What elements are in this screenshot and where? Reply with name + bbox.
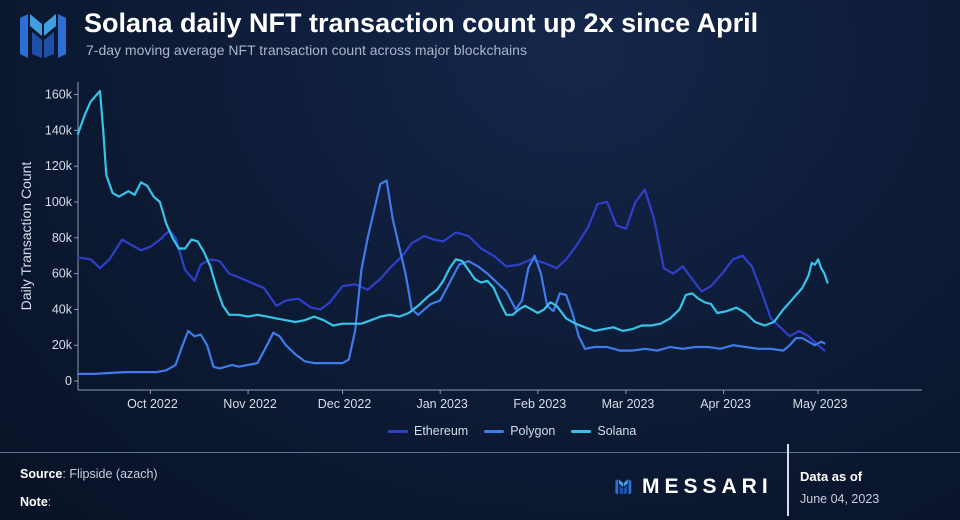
source-line: Source: Flipside (azach) <box>20 467 158 481</box>
line-chart: 0 20k 40k 60k 80k 100k 120k 140k 160k Oct 2022 Nov… <box>18 82 922 411</box>
footer-divider <box>0 452 960 453</box>
messari-brand: MESSARI <box>612 475 773 499</box>
legend-label-ethereum: Ethereum <box>414 424 469 438</box>
x-tick-label: Apr 2023 <box>700 397 751 411</box>
data-as-of-label: Data as of <box>800 469 863 484</box>
note-colon: : <box>47 495 52 509</box>
source-colon: : <box>62 467 66 481</box>
messari-brand-icon <box>615 479 632 495</box>
legend-swatch-polygon <box>484 429 505 433</box>
legend-item-ethereum[interactable]: Ethereum <box>388 424 468 438</box>
series-line-ethereum <box>76 188 826 352</box>
note-line: Note: <box>20 495 51 509</box>
y-tick-label: 160k <box>45 88 73 102</box>
y-tick-label: 20k <box>52 338 73 352</box>
x-tick-label: Mar 2023 <box>602 397 655 411</box>
y-tick-label: 140k <box>45 123 73 137</box>
series-line-polygon <box>76 179 826 375</box>
y-tick-label: 60k <box>52 267 73 281</box>
series-line-solana <box>76 89 829 332</box>
y-tick-label: 0 <box>65 374 72 388</box>
legend-item-polygon[interactable]: Polygon <box>484 424 555 438</box>
y-tick-label: 120k <box>45 159 73 173</box>
chart-subtitle: 7-day moving average NFT transaction cou… <box>86 42 527 58</box>
y-tick-label: 80k <box>52 231 73 245</box>
legend-item-solana[interactable]: Solana <box>571 424 636 438</box>
source-label: Source <box>20 467 63 481</box>
brand-name: MESSARI <box>642 475 773 498</box>
legend-label-solana: Solana <box>597 424 637 438</box>
chart-legend: Ethereum Polygon Solana <box>388 424 636 438</box>
source-value: Flipside (azach) <box>69 467 158 481</box>
data-as-of-date: June 04, 2023 <box>800 492 880 506</box>
legend-swatch-solana <box>571 429 592 433</box>
x-tick-label: May 2023 <box>793 397 848 411</box>
legend-swatch-ethereum <box>388 429 408 433</box>
y-axis-title: Daily Transaction Count <box>18 162 34 311</box>
x-tick-label: Feb 2023 <box>513 397 566 411</box>
y-tick-label: 40k <box>52 302 73 316</box>
y-tick-label: 100k <box>45 195 73 209</box>
x-tick-label: Dec 2022 <box>318 397 372 411</box>
messari-logo-icon <box>20 14 66 58</box>
note-label: Note <box>20 495 48 509</box>
x-tick-label: Jan 2023 <box>416 397 467 411</box>
legend-label-polygon: Polygon <box>510 424 556 438</box>
chart-title: Solana daily NFT transaction count up 2x… <box>84 8 759 38</box>
x-tick-label: Nov 2022 <box>223 397 277 411</box>
x-tick-label: Oct 2022 <box>127 397 178 411</box>
footer-vertical-divider <box>787 444 789 516</box>
